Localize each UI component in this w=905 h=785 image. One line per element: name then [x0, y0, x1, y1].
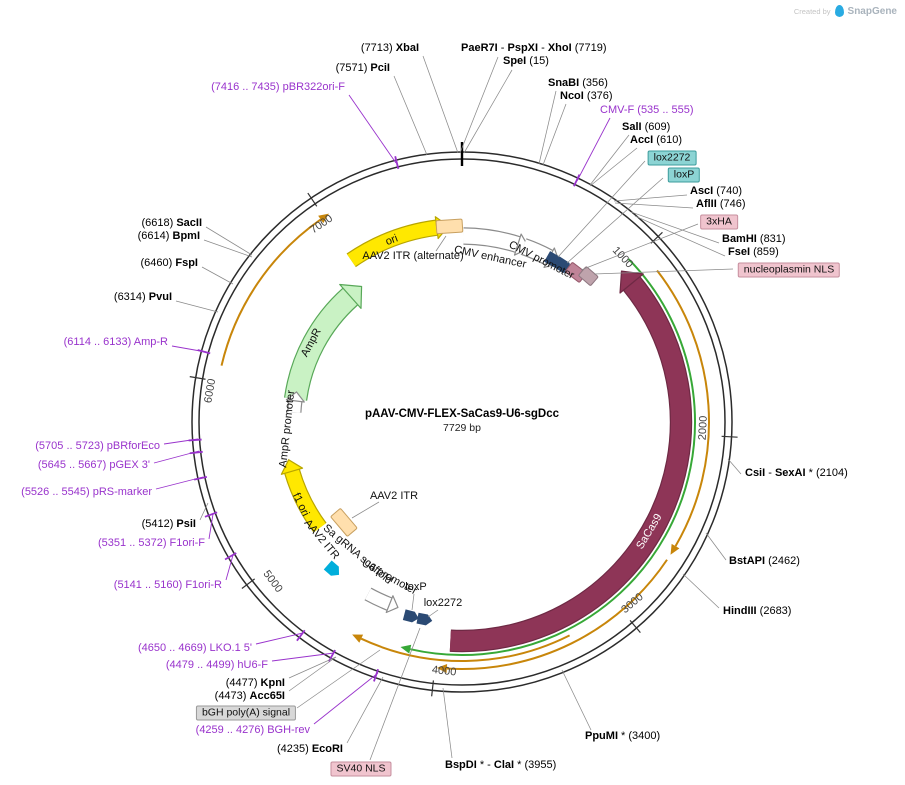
leader-bamhi	[630, 211, 720, 244]
leader-ecori	[346, 676, 384, 744]
aav2-itr-alt-box	[435, 218, 464, 235]
leader-pvui	[175, 300, 219, 313]
leader-pcii	[393, 75, 428, 156]
sgrna-spacer-site	[323, 560, 340, 576]
u6-promoter-arrow	[364, 587, 399, 614]
leader-ncoi	[542, 103, 567, 166]
leader-pbr322ori-f	[348, 94, 397, 164]
cmv-enhancer-arrow	[463, 227, 530, 256]
leader-f1ori-f	[208, 513, 214, 540]
ampr-cds	[283, 283, 363, 401]
leader-itr-horizontal	[351, 501, 380, 519]
leader-sacii	[205, 226, 253, 256]
orf-frame-right-2	[436, 559, 668, 674]
orf-frame-bottom	[352, 634, 571, 662]
snapgene-brand: SnapGene	[847, 5, 897, 17]
orf-frame-right-1	[656, 269, 710, 555]
leader-lko1	[255, 632, 304, 645]
leader-acci	[589, 147, 638, 187]
leader-fspi	[201, 266, 234, 285]
leader-bgh-rev	[313, 672, 379, 725]
leader-hu6-f	[271, 652, 335, 662]
leader-f1ori-r	[225, 554, 234, 581]
leader-fsei	[634, 215, 726, 257]
position-ticks	[189, 142, 738, 697]
leader-asci	[613, 194, 688, 202]
leader-lox2272-bottom	[427, 609, 439, 618]
orf-frame-left	[220, 213, 329, 366]
leader-csii	[727, 458, 742, 475]
leader-ppumi	[561, 669, 592, 731]
leader-pbrforeco	[163, 438, 199, 445]
plasmid-title-block: pAAV-CMV-FLEX-SaCas9-U6-sgDcc 7729 bp	[365, 408, 559, 434]
leader-amp-r	[171, 345, 207, 353]
orf-sacas9-frame	[400, 258, 696, 656]
loxp-site-bottom	[402, 609, 419, 623]
leader-chip-lox2272	[557, 160, 646, 258]
leader-paer7i	[459, 56, 499, 154]
leader-snabi	[538, 90, 557, 165]
leader-lines	[153, 55, 742, 761]
leader-chip-nucleoplasmin	[593, 268, 734, 275]
leader-sali	[589, 134, 630, 186]
leader-bspdi	[442, 687, 453, 759]
plasmid-name: pAAV-CMV-FLEX-SaCas9-U6-sgDcc	[364, 408, 560, 420]
leader-xbai	[422, 55, 459, 154]
leader-pgex	[153, 450, 200, 464]
leader-acc65i	[288, 656, 337, 692]
leader-loxp-bottom	[411, 593, 415, 611]
loxp-site-top	[553, 256, 571, 273]
lox2272-site-bottom	[416, 612, 433, 626]
plasmid-size: 7729 bp	[443, 422, 481, 434]
leader-kpni	[288, 656, 337, 679]
leader-chip-loxp	[566, 177, 664, 264]
ori-feature	[346, 216, 450, 268]
leader-cmv-f	[576, 117, 611, 182]
f1ori-feature	[280, 459, 327, 533]
leader-spei	[463, 69, 513, 154]
snapgene-watermark: Created by SnapGene	[794, 5, 897, 17]
snapgene-logo-icon	[834, 5, 844, 17]
leader-chip-bgh	[296, 649, 381, 709]
leader-psii	[199, 502, 209, 521]
aav2-itr-box	[330, 508, 358, 537]
leader-itr-alt	[435, 235, 447, 252]
created-by-text: Created by	[793, 6, 831, 16]
leader-chip-3xha	[580, 223, 699, 271]
leader-bpmi	[203, 239, 253, 258]
leader-aflii	[614, 202, 694, 209]
nucleoplasmin-nls-box	[578, 266, 599, 286]
ampr-promoter-arrow	[285, 391, 305, 413]
leader-hindiii	[682, 573, 720, 609]
leader-chip-sv40	[369, 627, 421, 761]
leader-bstapi	[705, 532, 727, 561]
leader-prs-marker	[155, 476, 204, 490]
